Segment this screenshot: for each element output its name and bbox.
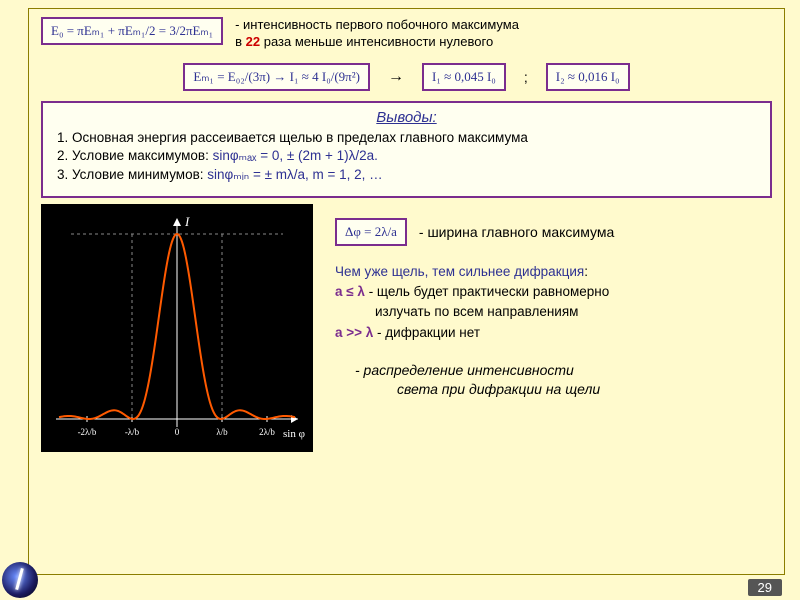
formula-e0: E₀ = πEₘ₁ + πEₘ₁/2 = 3/2πEₘ₁ (41, 17, 223, 45)
conclusion-2: 2. Условие максимумов: sinφₘₐₓ = 0, ± (2… (57, 148, 756, 164)
svg-text:sin φ: sin φ (283, 428, 305, 440)
note-line2b: раза меньше интенсивности нулевого (260, 34, 493, 49)
svg-text:I: I (184, 214, 190, 229)
slit-text: Чем уже щель, тем сильнее дифракция: a ≤… (335, 262, 772, 343)
intensity-note: - интенсивность первого побочного максим… (235, 17, 519, 51)
semicolon: ; (524, 69, 528, 85)
logo-icon (2, 562, 38, 598)
page-number: 29 (748, 579, 782, 596)
note-line2a: в (235, 34, 246, 49)
conclusion-3: 3. Условие минимумов: sinφₘᵢₙ = ± mλ/a, … (57, 167, 756, 183)
formula-i2: I₂ ≈ 0,016 I₀ (546, 63, 630, 91)
formula-em1: Eₘ₁ = E₀₂/(3π) → I₁ ≈ 4 I₀/(9π²) (183, 63, 370, 91)
note-line1: - интенсивность первого побочного максим… (235, 17, 519, 32)
note-bold: 22 (246, 34, 260, 49)
svg-text:λ/b: λ/b (216, 427, 228, 437)
conclusions-title: Выводы: (57, 109, 756, 126)
formula-i1: I₁ ≈ 0,045 I₀ (422, 63, 506, 91)
svg-text:2λ/b: 2λ/b (259, 427, 275, 437)
conclusions-box: Выводы: 1. Основная энергия рассеивается… (41, 101, 772, 198)
svg-text:-2λ/b: -2λ/b (78, 427, 97, 437)
distribution-text: - распределение интенсивности света при … (355, 361, 772, 400)
svg-text:0: 0 (175, 427, 180, 437)
formula-width: Δφ = 2λ/a (335, 218, 407, 246)
diffraction-chart: Isin φ -2λ/b -λ/b 0 λ/b 2λ/b (41, 204, 313, 452)
arrow-icon: → (388, 68, 404, 86)
width-label: - ширина главного максимума (419, 224, 614, 240)
svg-text:-λ/b: -λ/b (125, 427, 140, 437)
conclusion-1: 1. Основная энергия рассеивается щелью в… (57, 130, 756, 145)
